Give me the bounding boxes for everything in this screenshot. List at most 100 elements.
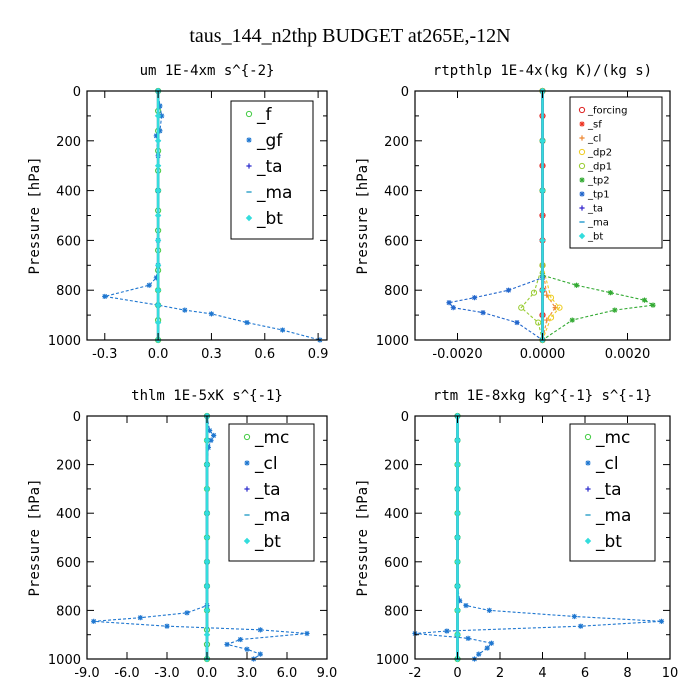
data-point	[539, 187, 546, 194]
data-point	[446, 300, 452, 306]
legend-label: _bt	[254, 532, 281, 552]
data-point	[571, 613, 577, 620]
data-point	[203, 510, 211, 517]
series-line	[93, 415, 308, 660]
legend-marker	[578, 148, 586, 156]
x-tick-label: -3.0	[154, 666, 179, 681]
y-tick-label: 600	[56, 234, 81, 249]
legend-marker	[585, 460, 591, 466]
y-tick-label: 0	[73, 85, 81, 100]
data-point	[607, 290, 614, 296]
data-point	[444, 628, 450, 634]
series-line	[520, 91, 544, 341]
legend-label: _bt	[587, 232, 603, 243]
data-point	[539, 137, 546, 144]
data-point	[102, 293, 108, 300]
legend-box	[569, 423, 656, 562]
data-point	[454, 437, 461, 444]
data-point	[154, 237, 162, 244]
y-axis-label: Pressure [hPa]	[27, 478, 43, 596]
legend-marker	[579, 121, 585, 127]
data-point	[203, 582, 211, 590]
data-point	[157, 103, 163, 109]
y-tick-label: 400	[56, 507, 81, 522]
legend-marker	[245, 214, 253, 222]
data-point	[237, 636, 243, 643]
data-point	[224, 641, 230, 648]
data-point	[154, 212, 162, 219]
x-tick-label: 0.0020	[605, 347, 651, 362]
x-tick-label: -9.0	[74, 666, 99, 681]
data-point	[304, 630, 310, 637]
y-tick-label: 600	[56, 556, 81, 571]
data-point	[184, 610, 190, 616]
x-tick-label: -0.3	[92, 347, 117, 362]
legend-box	[230, 100, 314, 240]
legend-label: _mc	[254, 428, 289, 448]
series-line	[414, 416, 662, 660]
data-point	[164, 623, 170, 629]
data-point	[257, 651, 263, 657]
y-tick-label: 200	[56, 459, 81, 474]
data-point	[454, 558, 461, 565]
data-point	[159, 113, 165, 119]
x-tick-label: 8	[623, 666, 631, 681]
legend-marker	[579, 205, 585, 211]
y-tick-label: 0	[401, 410, 409, 425]
y-tick-label: 800	[384, 604, 409, 619]
legend-label: _ta	[254, 480, 281, 500]
data-point	[454, 510, 461, 517]
data-point	[612, 307, 618, 313]
legend-label: _dp1	[587, 162, 612, 173]
y-tick-label: 800	[56, 284, 81, 299]
legend-label: _ta	[587, 204, 603, 215]
legend-label: _bt	[256, 209, 283, 229]
panel-4: rtm 1E-8xkg kg^{-1} s^{-1} Pressure [hPa]…	[355, 388, 678, 681]
legend-marker	[246, 163, 252, 169]
y-tick-label: 800	[384, 284, 409, 299]
data-point	[203, 534, 211, 541]
legend-label: _cl	[587, 134, 601, 145]
data-point	[154, 162, 162, 169]
legend-box	[569, 96, 663, 249]
y-tick-label: 400	[384, 185, 409, 200]
data-point	[454, 631, 461, 638]
y-tick-label: 600	[384, 556, 409, 571]
data-point	[578, 623, 584, 629]
data-point	[153, 275, 159, 281]
panel-title: um 1E-4xm s^{-2}	[140, 63, 275, 79]
y-axis-label: Pressure [hPa]	[27, 156, 43, 274]
data-point	[146, 282, 152, 288]
x-tick-label: 2	[496, 666, 504, 681]
x-tick-label: 0.0	[148, 347, 169, 362]
panel-1: um 1E-4xm s^{-2} Pressure [hPa] 0 200 400 600…	[27, 63, 328, 362]
legend-label: _tp1	[587, 190, 610, 201]
data-point	[154, 319, 162, 326]
legend-label: _sf	[587, 120, 602, 131]
legend-marker	[244, 486, 250, 492]
data-point	[244, 646, 250, 652]
legend-marker	[578, 106, 586, 114]
data-point	[514, 319, 520, 326]
y-tick-label: 400	[384, 507, 409, 522]
data-point	[573, 282, 580, 288]
data-point	[454, 534, 461, 541]
y-tick-label: 200	[56, 135, 81, 150]
data-point	[211, 432, 217, 439]
panel-title: thlm 1E-5xK s^{-1}	[131, 388, 283, 404]
x-tick-label: 0.0	[197, 666, 218, 681]
legend-marker	[246, 137, 252, 143]
legend-label: _mc	[595, 428, 630, 448]
legend: _forcing _sf _cl _dp2 _dp1 _tp2 _tp1 _ta _ma _bt	[569, 96, 663, 249]
y-tick-label: 1000	[376, 334, 409, 349]
data-point	[518, 304, 525, 311]
panel-2: rtpthlp 1E-4x(kg K)/(kg s) Pressure [hPa]…	[355, 63, 671, 362]
data-point	[484, 645, 490, 651]
data-point	[203, 631, 211, 638]
data-point	[569, 317, 575, 323]
data-point	[544, 317, 550, 323]
data-point	[208, 437, 214, 443]
data-point	[488, 640, 495, 646]
data-point	[505, 287, 512, 293]
legend-label: _ma	[254, 506, 290, 526]
